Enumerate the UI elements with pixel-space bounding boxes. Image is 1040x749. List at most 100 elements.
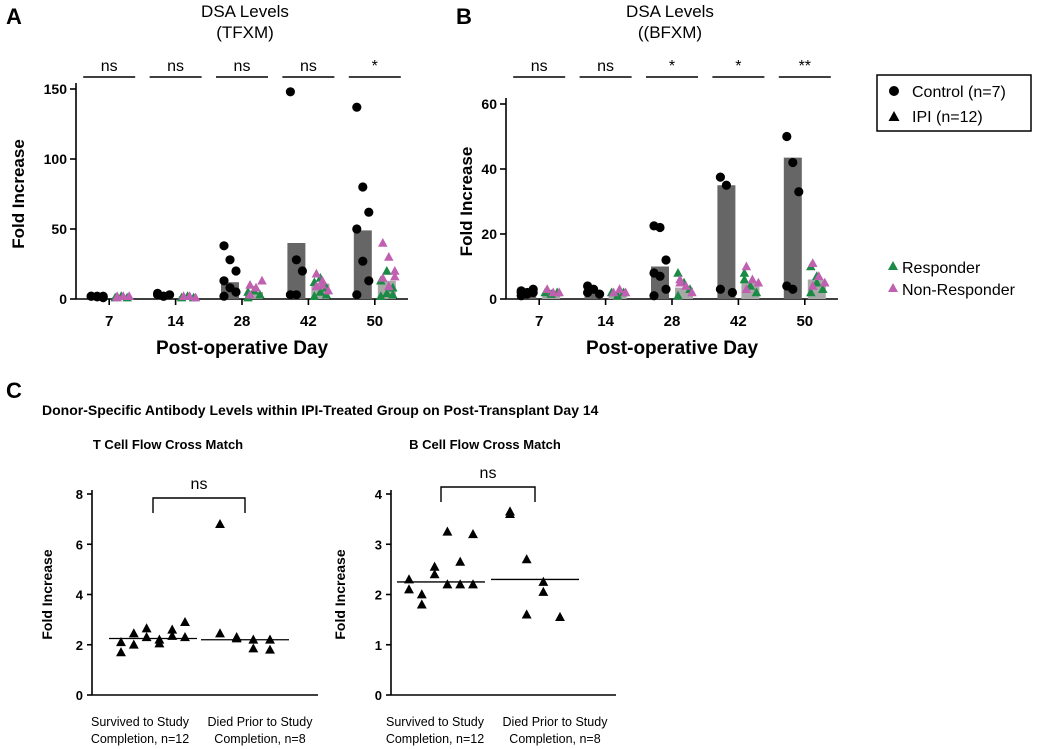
nonresponder-point bbox=[814, 271, 824, 280]
responder-point bbox=[376, 291, 386, 300]
legend-ipi-label: IPI (n=12) bbox=[912, 109, 983, 126]
ipi-bar bbox=[675, 287, 693, 299]
chart-b: 0 20 40 60 Fold Increase Post-operative Day 7 n… bbox=[457, 58, 838, 359]
legend-nonresponder-marker bbox=[888, 283, 898, 292]
significance-bracket bbox=[440, 486, 536, 502]
legend-border bbox=[876, 74, 1032, 132]
data-point bbox=[128, 628, 139, 638]
ipi-bar bbox=[245, 292, 263, 299]
data-point bbox=[538, 576, 549, 586]
control-point bbox=[794, 187, 804, 197]
nonresponder-point bbox=[390, 271, 400, 281]
data-point bbox=[248, 634, 259, 644]
legend-nonresponder-label: Non-Responder bbox=[902, 282, 1016, 299]
control-point bbox=[231, 287, 241, 297]
panel-c-right-title: B Cell Flow Cross Match bbox=[409, 437, 561, 452]
nonresponder-point bbox=[741, 261, 752, 271]
nonresponder-point bbox=[554, 287, 564, 297]
data-point bbox=[180, 616, 190, 627]
control-point bbox=[649, 291, 659, 301]
y-tick-label: 1 bbox=[375, 638, 382, 653]
control-point bbox=[364, 276, 374, 286]
x-tick-label: 42 bbox=[730, 313, 747, 330]
nonresponder-point bbox=[620, 287, 631, 297]
x-tick-label: 7 bbox=[105, 313, 113, 330]
control-point bbox=[291, 255, 301, 265]
nonresponder-point bbox=[190, 292, 201, 302]
data-point bbox=[429, 561, 440, 571]
significance-label: ** bbox=[799, 58, 811, 75]
control-point bbox=[655, 222, 665, 233]
nonresponder-point bbox=[378, 273, 388, 282]
chart-c-left: 0 2 4 6 8 Fold Increase ns bbox=[39, 476, 318, 703]
c-right-cat1-line1: Survived to Study bbox=[386, 715, 485, 729]
significance-label: ns bbox=[597, 58, 614, 75]
x-tick-label: 42 bbox=[300, 313, 317, 330]
significance-label: * bbox=[735, 58, 741, 75]
data-point bbox=[167, 630, 178, 640]
c-right-cat2-line1: Died Prior to Study bbox=[503, 715, 609, 729]
panel-c-title: Donor-Specific Antibody Levels within IP… bbox=[42, 402, 599, 418]
nonresponder-point bbox=[687, 287, 697, 297]
data-point bbox=[116, 647, 126, 657]
nonresponder-point bbox=[251, 282, 261, 292]
control-point bbox=[352, 224, 362, 234]
significance-label: * bbox=[669, 58, 675, 75]
responder-point bbox=[382, 288, 392, 298]
y-tick-label: 100 bbox=[44, 151, 68, 167]
responder-point bbox=[751, 287, 762, 297]
x-tick-label: 28 bbox=[234, 313, 251, 330]
c-left-cat1-line1: Survived to Study bbox=[91, 715, 190, 729]
responder-point bbox=[255, 289, 265, 299]
data-point bbox=[154, 634, 165, 644]
responder-point bbox=[388, 289, 398, 299]
nonresponder-point bbox=[542, 284, 552, 293]
nonresponder-point bbox=[747, 274, 758, 284]
data-point bbox=[128, 639, 139, 649]
data-point bbox=[538, 586, 549, 596]
responder-point bbox=[739, 268, 750, 277]
control-point bbox=[661, 255, 671, 265]
legend-control-marker bbox=[889, 86, 899, 96]
control-bar bbox=[717, 185, 736, 299]
nonresponder-point bbox=[608, 287, 619, 297]
nonresponder-point bbox=[681, 281, 691, 290]
y-axis-label: Fold Increase bbox=[332, 549, 348, 639]
data-point bbox=[555, 611, 565, 622]
data-point bbox=[265, 634, 275, 644]
responder-point bbox=[673, 290, 683, 300]
nonresponder-point bbox=[257, 275, 267, 285]
responder-point bbox=[806, 287, 816, 297]
control-point bbox=[219, 276, 229, 286]
c-left-cat2-line2: Completion, n=8 bbox=[214, 732, 305, 746]
nonresponder-point bbox=[808, 281, 818, 290]
responder-point bbox=[315, 287, 326, 296]
data-point bbox=[180, 632, 190, 642]
control-bar bbox=[287, 243, 306, 299]
y-tick-label: 2 bbox=[375, 588, 382, 603]
control-point bbox=[721, 180, 732, 190]
control-point bbox=[285, 87, 295, 97]
panel-b-title-line2: ((BFXM) bbox=[638, 23, 702, 42]
nonresponder-point bbox=[741, 284, 752, 293]
data-point bbox=[429, 569, 440, 579]
nonresponder-point bbox=[548, 287, 558, 297]
nonresponder-point bbox=[820, 277, 830, 287]
y-tick-label: 4 bbox=[76, 588, 84, 603]
c-left-cat1-line2: Completion, n=12 bbox=[91, 732, 189, 746]
significance-label: ns bbox=[531, 58, 548, 75]
x-tick-label: 14 bbox=[167, 313, 184, 330]
x-tick-label: 28 bbox=[664, 313, 681, 330]
data-point bbox=[215, 628, 225, 638]
control-point bbox=[516, 287, 526, 298]
nonresponder-point bbox=[118, 291, 128, 300]
control-point bbox=[358, 182, 368, 192]
data-point bbox=[505, 506, 515, 516]
control-bar bbox=[584, 290, 603, 299]
y-tick-label: 3 bbox=[375, 537, 382, 552]
control-point bbox=[352, 290, 362, 300]
responder-point bbox=[309, 291, 320, 300]
x-tick-label: 50 bbox=[796, 313, 813, 330]
legend-control-label: Control (n=7) bbox=[912, 84, 1006, 101]
nonresponder-point bbox=[245, 280, 255, 289]
